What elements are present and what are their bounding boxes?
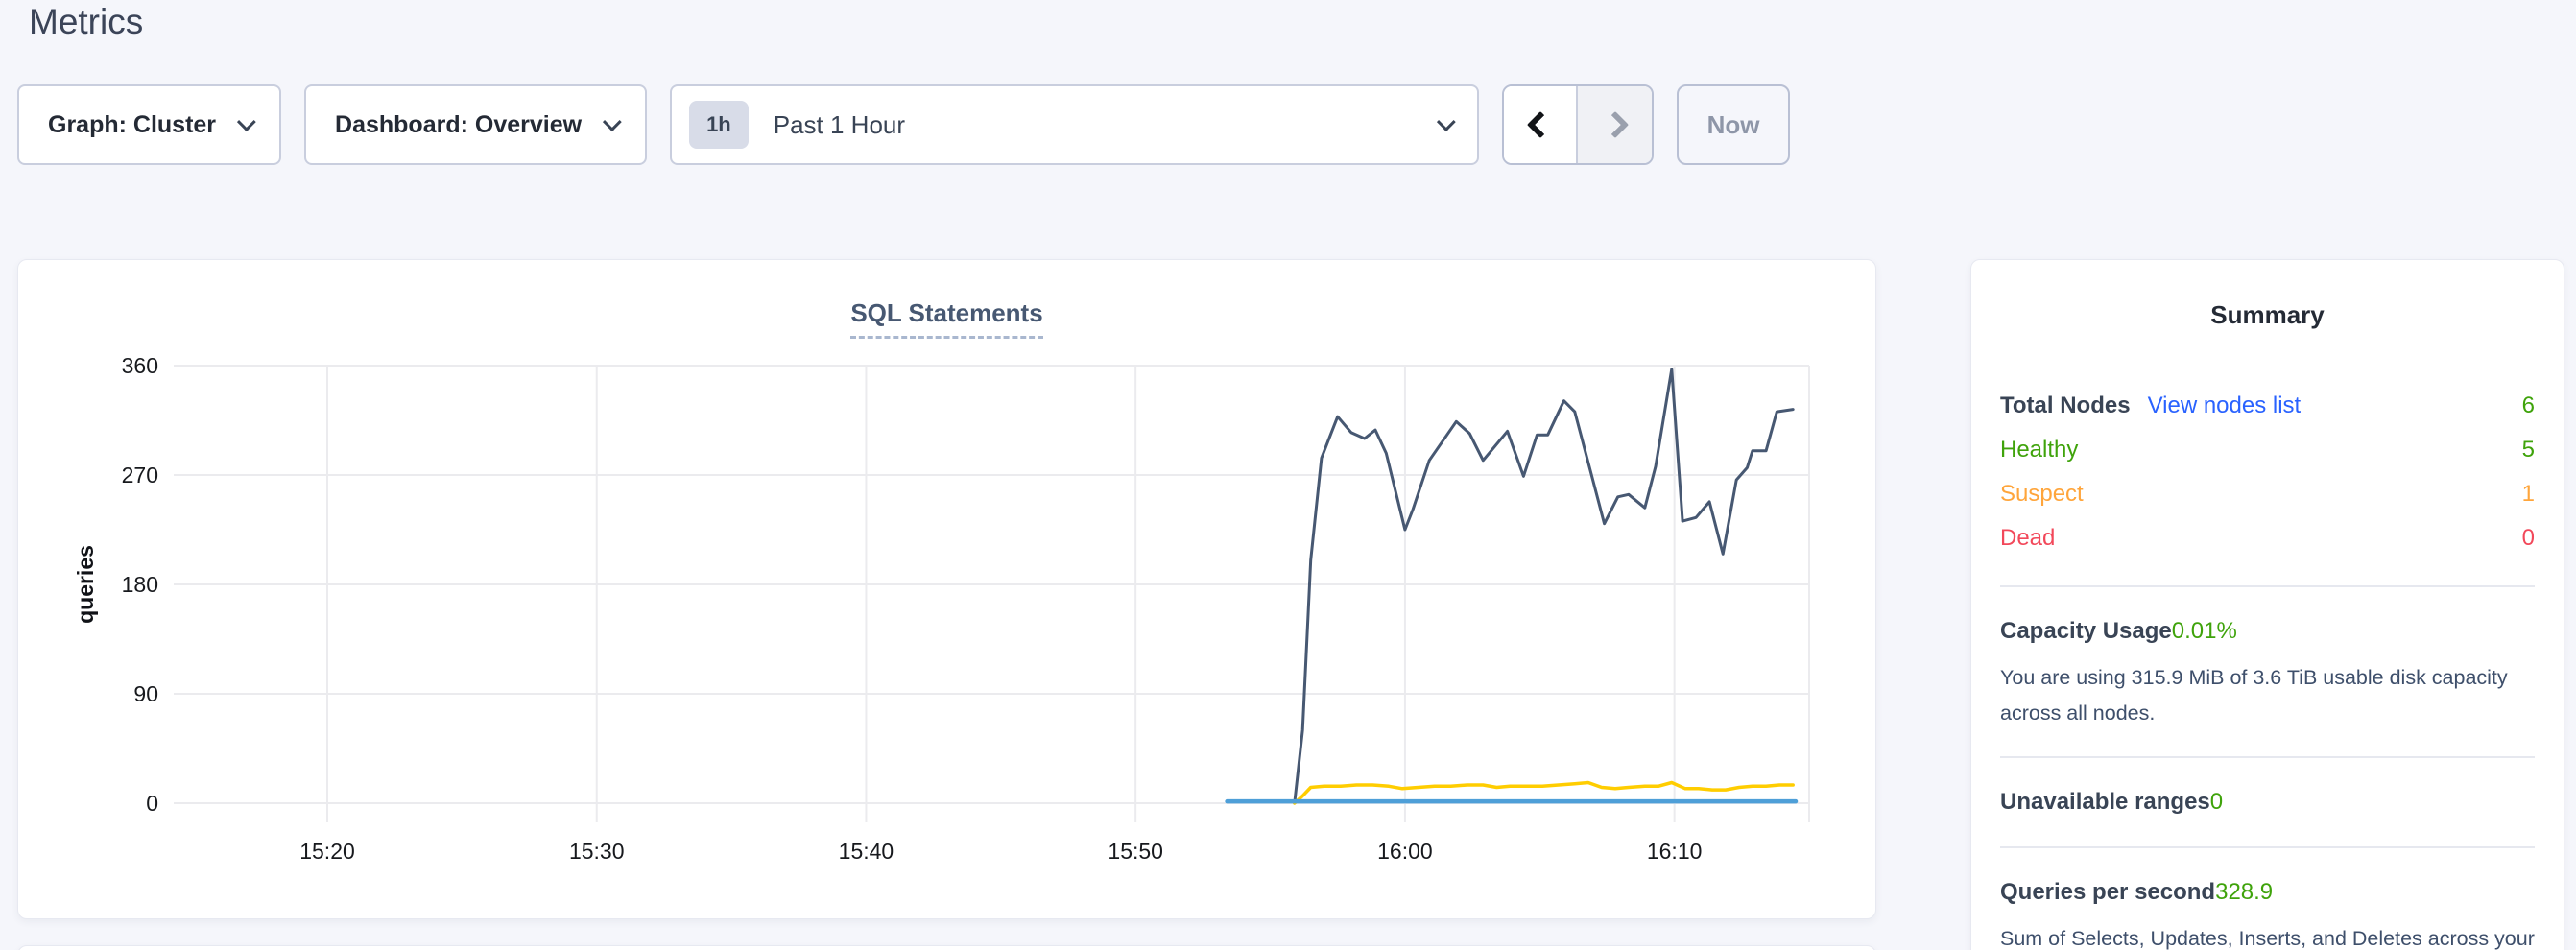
- divider: [2000, 756, 2535, 758]
- sql-statements-chart-card: SQL Statements 0 90 180 270 360 15:20 15:30 15:…: [17, 259, 1876, 919]
- dead-value: 0: [2521, 525, 2535, 551]
- summary-title: Summary: [2210, 300, 2325, 329]
- svg-text:360: 360: [122, 353, 158, 378]
- dead-label: Dead: [2000, 525, 2056, 551]
- unavailable-ranges-row: Unavailable ranges 0: [2000, 783, 2535, 821]
- svg-text:15:50: 15:50: [1108, 839, 1163, 864]
- suspect-label: Suspect: [2000, 481, 2084, 507]
- chart-title-row: SQL Statements: [18, 298, 1875, 339]
- next-time-button[interactable]: [1578, 86, 1653, 163]
- queries-per-second-row: Queries per second 328.9: [2000, 873, 2535, 912]
- svg-text:90: 90: [133, 681, 158, 706]
- chart-title[interactable]: SQL Statements: [850, 298, 1043, 339]
- unavailable-ranges-label: Unavailable ranges: [2000, 789, 2210, 815]
- svg-text:16:00: 16:00: [1377, 839, 1433, 864]
- chevron-down-icon: [602, 112, 622, 132]
- next-chart-card: [17, 945, 1876, 950]
- sql-statements-plot[interactable]: 0 90 180 270 360 15:20 15:30 15:40 15:50 16:00 16:…: [18, 260, 1877, 925]
- svg-text:270: 270: [122, 463, 158, 487]
- capacity-usage-label: Capacity Usage: [2000, 618, 2172, 644]
- suspect-value: 1: [2521, 481, 2535, 507]
- healthy-nodes-row: Healthy 5: [2000, 428, 2535, 472]
- previous-time-button[interactable]: [1504, 86, 1579, 163]
- chevron-left-icon: [1526, 110, 1554, 139]
- graph-dropdown[interactable]: Graph: Cluster: [17, 84, 282, 165]
- time-range-label: Past 1 Hour: [773, 109, 906, 139]
- svg-text:queries: queries: [73, 545, 98, 624]
- summary-panel: Summary Total Nodes View nodes list 6 He…: [1970, 259, 2564, 950]
- queries-per-second-description: Sum of Selects, Updates, Inserts, and De…: [2000, 927, 2535, 950]
- svg-text:16:10: 16:10: [1647, 839, 1703, 864]
- divider: [2000, 846, 2535, 848]
- time-range-badge: 1h: [689, 101, 749, 149]
- svg-text:180: 180: [122, 572, 158, 597]
- divider: [2000, 585, 2535, 587]
- capacity-usage-row: Capacity Usage 0.01%: [2000, 612, 2535, 651]
- queries-per-second-value: 328.9: [2215, 879, 2274, 905]
- chevron-right-icon: [1601, 110, 1629, 139]
- time-range-selector[interactable]: 1h Past 1 Hour: [670, 84, 1480, 165]
- graph-dropdown-label: Graph: Cluster: [48, 110, 217, 138]
- suspect-nodes-row: Suspect 1: [2000, 472, 2535, 516]
- svg-text:15:40: 15:40: [839, 839, 894, 864]
- total-nodes-label: Total Nodes: [2000, 392, 2131, 418]
- chevron-down-icon: [1436, 112, 1456, 132]
- svg-text:15:20: 15:20: [299, 839, 355, 864]
- total-nodes-row: Total Nodes View nodes list 6: [2000, 384, 2535, 428]
- healthy-value: 5: [2521, 437, 2535, 463]
- total-nodes-value: 6: [2521, 392, 2535, 418]
- node-status-rows: Total Nodes View nodes list 6 Healthy 5 …: [2000, 384, 2535, 560]
- unavailable-ranges-value: 0: [2209, 789, 2224, 815]
- queries-per-second-label: Queries per second: [2000, 879, 2216, 905]
- now-button[interactable]: Now: [1677, 84, 1791, 165]
- dead-nodes-row: Dead 0: [2000, 516, 2535, 560]
- svg-text:15:30: 15:30: [569, 839, 625, 864]
- dashboard-dropdown[interactable]: Dashboard: Overview: [304, 84, 648, 165]
- capacity-usage-description: You are using 315.9 MiB of 3.6 TiB usabl…: [2000, 666, 2508, 724]
- capacity-usage-value: 0.01%: [2171, 618, 2237, 644]
- time-step-buttons: [1502, 84, 1655, 165]
- dashboard-dropdown-label: Dashboard: Overview: [335, 110, 583, 138]
- healthy-label: Healthy: [2000, 437, 2079, 463]
- chevron-down-icon: [236, 112, 256, 132]
- svg-text:0: 0: [146, 791, 158, 816]
- page-title: Metrics: [29, 2, 144, 41]
- view-nodes-list-link[interactable]: View nodes list: [2147, 392, 2302, 418]
- metrics-toolbar: Graph: Cluster Dashboard: Overview 1h Pa…: [17, 84, 1791, 165]
